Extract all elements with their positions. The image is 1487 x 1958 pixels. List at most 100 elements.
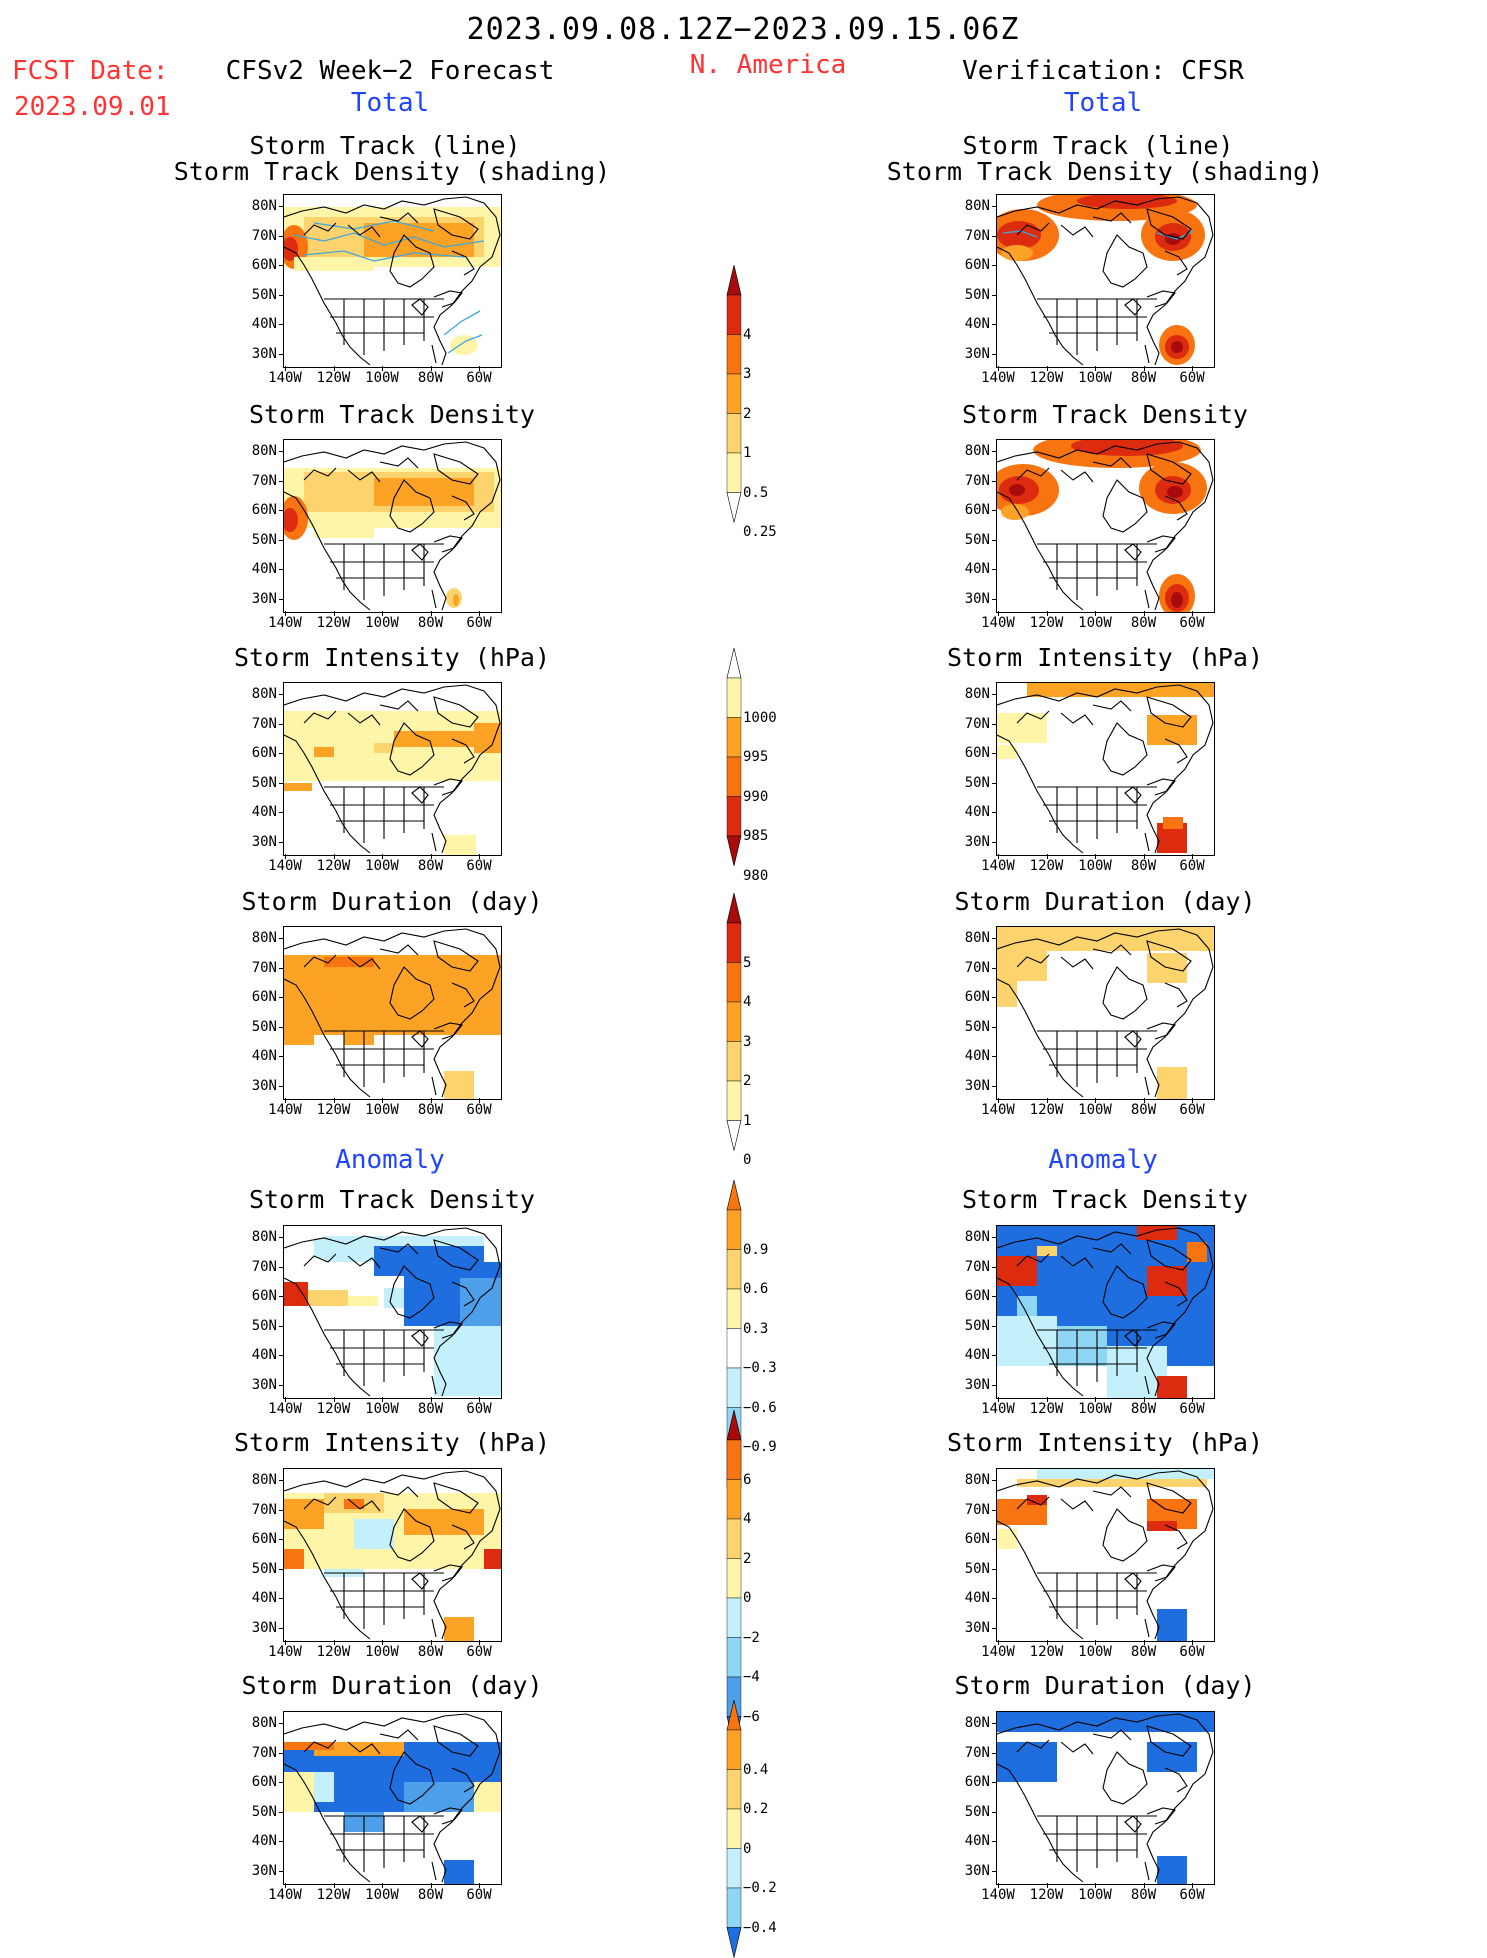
anom-duration-colorbar-label: 0.4 bbox=[743, 1761, 769, 1778]
vf-density-lon-label: 140W bbox=[981, 615, 1015, 631]
fc-track-lat-tick bbox=[279, 265, 284, 266]
fc-density-lon-tick bbox=[479, 611, 480, 616]
fc-anom-duration-lat-label: 40N bbox=[251, 1833, 277, 1849]
vf-intensity-lat-label: 80N bbox=[964, 686, 990, 702]
fc-anom-intensity-heatmap bbox=[284, 1470, 501, 1641]
fc-anom-intensity-map bbox=[283, 1468, 502, 1642]
vf-anom-intensity-lon-label: 120W bbox=[1029, 1644, 1064, 1660]
fc-anom-intensity-lat-tick bbox=[279, 1627, 284, 1629]
fc-intensity-lat-tick bbox=[279, 782, 284, 784]
fc-anom-density-map bbox=[283, 1225, 502, 1399]
vf-duration-lat-tick bbox=[992, 1085, 997, 1087]
anom-intensity-colorbar-label: −4 bbox=[743, 1669, 760, 1685]
fc-density-title: Storm Track Density bbox=[249, 400, 535, 429]
vf-intensity-lon-tick bbox=[1046, 854, 1048, 859]
vf-density-lat-tick bbox=[992, 598, 997, 600]
vf-density-lon-label: 60W bbox=[1179, 615, 1205, 631]
vf-density-lon-tick bbox=[1095, 611, 1096, 616]
anom-intensity-colorbar-label: −2 bbox=[743, 1629, 760, 1646]
fc-anom-density-lon-label: 80W bbox=[417, 1401, 444, 1417]
fc-anom-intensity-lon-tick bbox=[333, 1640, 335, 1645]
fc-anom-duration-lat-tick bbox=[279, 1782, 284, 1783]
fc-track-lon-tick bbox=[285, 366, 286, 371]
vf-track-lon-label: 140W bbox=[981, 370, 1015, 386]
fc-duration-lat-tick bbox=[279, 997, 284, 998]
vf-intensity-lon-tick bbox=[1143, 854, 1145, 859]
vf-density-title: Storm Track Density bbox=[962, 400, 1248, 429]
fc-track-lon-tick bbox=[382, 366, 383, 371]
fc-intensity-lon-tick bbox=[430, 854, 432, 859]
vf-track-lat-label: 40N bbox=[964, 316, 990, 332]
fc-density-lat-tick bbox=[279, 451, 284, 452]
vf-intensity-lon-tick bbox=[998, 854, 999, 859]
total-density-colorbar-label: 0.5 bbox=[743, 484, 769, 501]
vf-intensity-lat-tick bbox=[992, 812, 997, 813]
vf-anom-intensity-title: Storm Intensity (hPa) bbox=[946, 1428, 1264, 1457]
fc-anom-density-lat-tick bbox=[279, 1325, 284, 1327]
vf-track-lon-label: 100W bbox=[1078, 370, 1112, 386]
vf-anom-intensity-lat-tick bbox=[992, 1568, 997, 1570]
vf-track-title-line2: Storm Track Density (shading) bbox=[886, 157, 1324, 186]
vf-intensity-lon-label: 120W bbox=[1029, 858, 1064, 874]
fc-anom-duration-lon-tick bbox=[430, 1883, 432, 1888]
vf-duration-lat-tick bbox=[992, 967, 997, 969]
vf-density-lon-label: 100W bbox=[1078, 615, 1112, 631]
fc-intensity-lat-label: 70N bbox=[251, 715, 277, 732]
vf-duration-heatmap bbox=[997, 927, 1214, 1099]
fc-track-lon-label: 140W bbox=[268, 370, 302, 386]
fc-anom-density-lon-tick bbox=[333, 1397, 335, 1402]
vf-anom-duration-lon-label: 80W bbox=[1130, 1887, 1157, 1903]
total-duration-colorbar-label: 0 bbox=[743, 1152, 752, 1168]
vf-track-lon-tick bbox=[1046, 366, 1048, 371]
fc-anom-density-lon-tick bbox=[479, 1397, 480, 1402]
total-duration-colorbar-label: 2 bbox=[743, 1073, 752, 1089]
vf-anom-intensity-lat-tick bbox=[992, 1480, 997, 1481]
fc-density-map bbox=[283, 439, 502, 613]
region-title: N. America bbox=[689, 50, 847, 80]
fc-density-lat-label: 70N bbox=[251, 472, 277, 489]
vf-anom-intensity-lat-label: 60N bbox=[964, 1531, 990, 1547]
fc-density-lat-label: 30N bbox=[251, 590, 277, 607]
vf-duration-lon-label: 100W bbox=[1078, 1102, 1112, 1118]
vf-intensity-lat-tick bbox=[992, 841, 997, 843]
fc-density-lon-label: 140W bbox=[268, 615, 302, 631]
fc-anom-duration-lat-label: 80N bbox=[251, 1715, 277, 1731]
fc-anom-intensity-lat-label: 70N bbox=[251, 1501, 277, 1518]
fc-anom-density-lat-label: 60N bbox=[251, 1288, 277, 1304]
vf-density-lon-tick bbox=[998, 611, 999, 616]
anom-density-colorbar-label: 0.6 bbox=[743, 1281, 769, 1297]
total-intensity-colorbar-label: 990 bbox=[743, 788, 769, 805]
vf-track-lon-tick bbox=[1095, 366, 1096, 371]
fc-density-lat-tick bbox=[279, 569, 284, 570]
vf-anom-duration-lon-label: 140W bbox=[981, 1887, 1015, 1903]
vf-intensity-lon-label: 140W bbox=[981, 858, 1015, 874]
fc-track-lat-tick bbox=[279, 294, 284, 296]
vf-intensity-lat-label: 60N bbox=[964, 745, 990, 761]
vf-anom-density-lat-tick bbox=[992, 1266, 997, 1268]
vf-anom-intensity-lat-label: 70N bbox=[964, 1501, 990, 1518]
vf-duration-map bbox=[996, 926, 1215, 1100]
vf-density-lat-label: 70N bbox=[964, 472, 990, 489]
vf-track-lat-tick bbox=[992, 206, 997, 207]
vf-duration-lon-tick bbox=[1046, 1098, 1048, 1103]
vf-density-heatmap bbox=[997, 440, 1214, 612]
vf-anom-intensity-lon-label: 80W bbox=[1130, 1644, 1157, 1660]
fc-density-lon-tick bbox=[285, 611, 286, 616]
fc-anom-density-lat-tick bbox=[279, 1266, 284, 1268]
total-density-colorbar-label: 4 bbox=[743, 326, 752, 343]
fc-anom-density-lon-label: 120W bbox=[316, 1401, 351, 1417]
total-density-colorbar-label: 3 bbox=[743, 366, 752, 382]
anom-intensity-colorbar-label: 6 bbox=[743, 1471, 752, 1488]
vf-anom-density-lat-tick bbox=[992, 1355, 997, 1356]
fc-duration-title: Storm Duration (day) bbox=[241, 887, 543, 916]
vf-track-lon-label: 60W bbox=[1179, 370, 1205, 386]
vf-anom-duration-lon-tick bbox=[1095, 1883, 1096, 1888]
fc-anom-intensity-lat-tick bbox=[279, 1509, 284, 1511]
fc-anom-intensity-lat-tick bbox=[279, 1480, 284, 1481]
fc-anom-intensity-lat-label: 40N bbox=[251, 1590, 277, 1606]
vf-duration-lon-tick bbox=[1143, 1098, 1145, 1103]
total-duration-colorbar-label: 1 bbox=[743, 1112, 752, 1129]
vf-intensity-lon-label: 60W bbox=[1179, 858, 1205, 874]
vf-anom-duration-lon-tick bbox=[1192, 1883, 1193, 1888]
fc-density-lat-label: 50N bbox=[251, 531, 277, 548]
